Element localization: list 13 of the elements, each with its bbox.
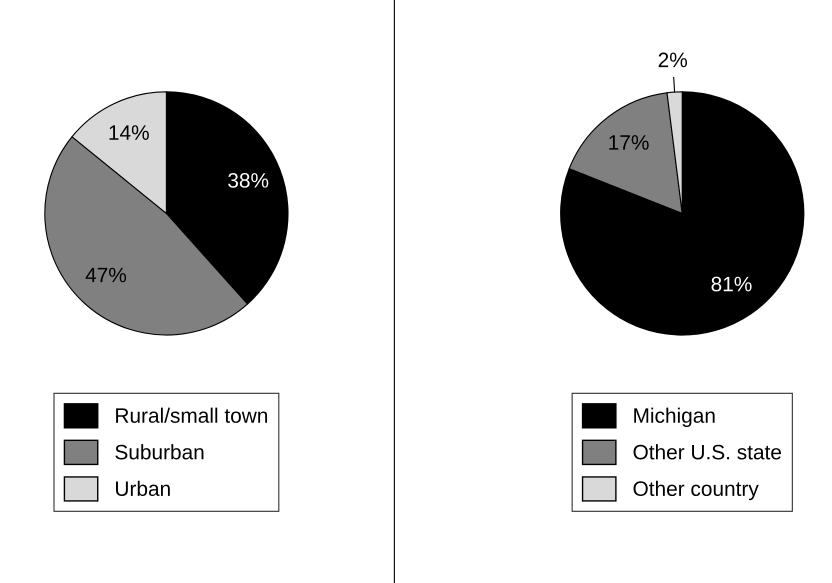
pie-slice bbox=[560, 91, 804, 336]
legend-label: Urban bbox=[116, 480, 170, 496]
data-label: 38% bbox=[228, 173, 268, 188]
data-label: 81% bbox=[712, 276, 752, 292]
legend-label: Michigan bbox=[634, 408, 715, 428]
legend-label: Suburban bbox=[115, 444, 204, 460]
data-label: 47% bbox=[86, 268, 126, 282]
data-label: 2% bbox=[658, 52, 688, 68]
legend-label: Other country bbox=[634, 480, 759, 500]
legend-label: Rural/small town bbox=[116, 408, 268, 423]
legend-label: Other U.S. state bbox=[634, 444, 781, 460]
data-label: 17% bbox=[609, 135, 649, 150]
data-label: 14% bbox=[110, 125, 149, 140]
